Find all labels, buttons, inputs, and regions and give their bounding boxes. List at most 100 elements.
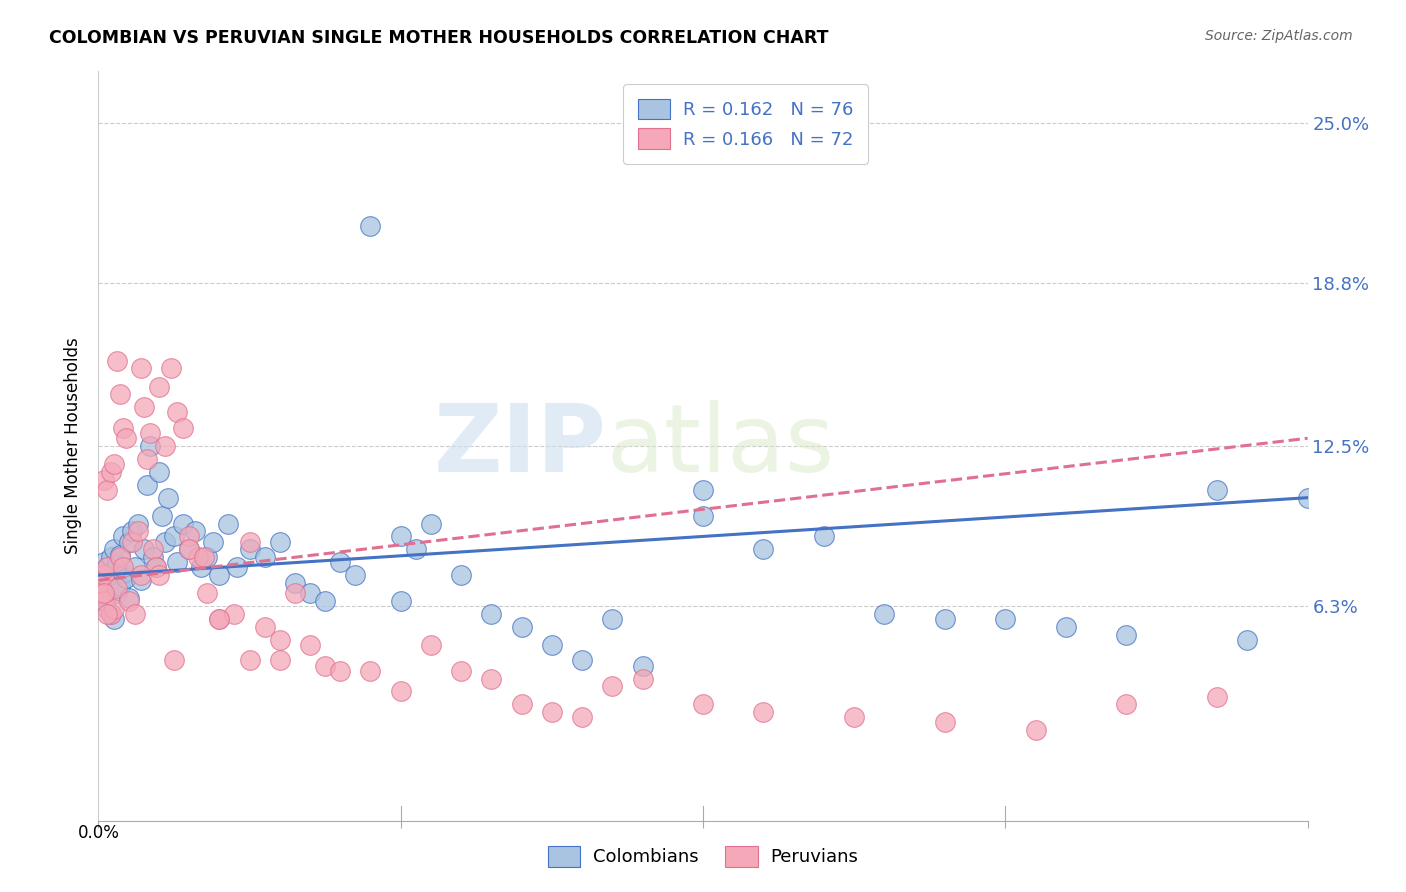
Point (813, 529, 835, 543)
Legend: R = 0.162   N = 76, R = 0.166   N = 72: R = 0.162 N = 76, R = 0.166 N = 72 (623, 84, 868, 164)
Point (118, 534, 141, 549)
Point (239, 542, 262, 557)
Point (114, 571, 136, 585)
Point (602, 612, 624, 626)
Point (166, 555, 188, 569)
Point (121, 534, 143, 549)
Point (450, 568, 472, 582)
Point (103, 612, 125, 626)
Point (93, 568, 115, 582)
Point (96, 607, 118, 621)
Point (873, 607, 896, 621)
Point (108, 387, 131, 401)
Point (127, 524, 149, 539)
Point (1115, 698, 1137, 712)
Point (145, 560, 167, 574)
Point (105, 581, 128, 595)
Point (150, 508, 173, 523)
Point (202, 534, 225, 549)
Point (299, 586, 322, 600)
Point (420, 638, 443, 652)
Point (132, 542, 155, 557)
Point (153, 534, 176, 549)
Point (405, 542, 427, 557)
Point (135, 451, 157, 466)
Point (299, 638, 322, 652)
Point (631, 672, 654, 686)
Point (105, 558, 128, 572)
Text: Source: ZipAtlas.com: Source: ZipAtlas.com (1205, 29, 1353, 43)
Text: ZIP: ZIP (433, 400, 606, 492)
Point (195, 550, 218, 565)
Point (93, 586, 115, 600)
Point (571, 710, 593, 724)
Point (93, 594, 115, 608)
Point (111, 566, 134, 580)
Point (114, 431, 136, 445)
Point (1296, 491, 1319, 505)
Point (100, 465, 122, 479)
Text: atlas: atlas (606, 400, 835, 492)
Point (124, 607, 146, 621)
Point (172, 516, 194, 531)
Point (163, 653, 186, 667)
Point (129, 574, 152, 588)
Point (389, 529, 412, 543)
Point (96, 560, 118, 574)
Point (96, 560, 118, 574)
Point (571, 653, 593, 667)
Point (195, 586, 218, 600)
Point (752, 705, 775, 719)
Point (90, 586, 112, 600)
Point (96, 601, 118, 615)
Point (127, 516, 149, 531)
Point (90, 576, 112, 591)
Point (172, 421, 194, 435)
Point (118, 594, 141, 608)
Point (224, 607, 246, 621)
Point (103, 457, 125, 471)
Point (481, 607, 503, 621)
Point (450, 664, 472, 678)
Point (752, 542, 775, 557)
Point (994, 612, 1017, 626)
Point (93, 473, 115, 487)
Text: 0.0%: 0.0% (77, 824, 120, 842)
Point (269, 632, 291, 647)
Point (314, 658, 336, 673)
Point (184, 524, 207, 539)
Point (135, 477, 157, 491)
Point (602, 679, 624, 693)
Point (96, 483, 118, 497)
Point (934, 612, 956, 626)
Y-axis label: Single Mother Households: Single Mother Households (65, 338, 83, 554)
Point (193, 550, 215, 565)
Point (284, 576, 307, 591)
Point (148, 379, 170, 393)
Legend: Colombians, Peruvians: Colombians, Peruvians (540, 838, 866, 874)
Point (160, 361, 183, 376)
Point (217, 516, 239, 531)
Point (111, 560, 134, 574)
Point (360, 664, 382, 678)
Point (420, 516, 443, 531)
Point (269, 653, 291, 667)
Point (179, 529, 201, 543)
Point (124, 560, 146, 574)
Point (100, 607, 122, 621)
Point (540, 638, 562, 652)
Point (129, 568, 152, 582)
Point (153, 439, 176, 453)
Point (132, 401, 155, 415)
Point (111, 529, 134, 543)
Point (105, 586, 128, 600)
Point (208, 612, 231, 626)
Text: COLOMBIAN VS PERUVIAN SINGLE MOTHER HOUSEHOLDS CORRELATION CHART: COLOMBIAN VS PERUVIAN SINGLE MOTHER HOUS… (49, 29, 828, 46)
Point (111, 421, 134, 435)
Point (187, 550, 209, 565)
Point (93, 555, 115, 569)
Point (844, 710, 866, 724)
Point (1054, 620, 1077, 634)
Point (129, 361, 152, 376)
Point (108, 550, 131, 565)
